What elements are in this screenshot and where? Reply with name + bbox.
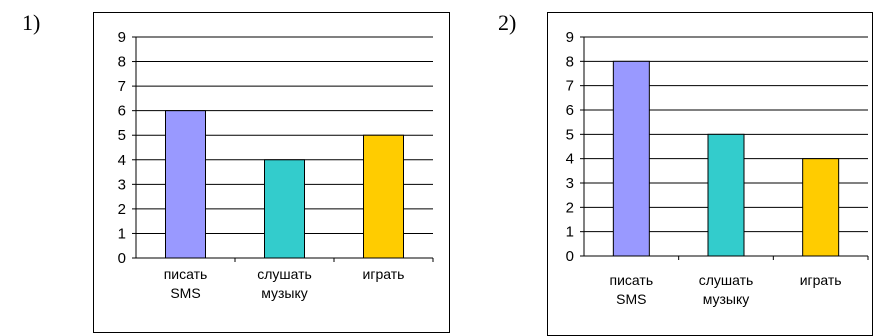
y-tick-label-8: 8 bbox=[566, 53, 574, 70]
category-label-2-line-1: слушать bbox=[257, 266, 312, 282]
y-tick-label-2: 2 bbox=[118, 201, 126, 218]
y-tick-label-3: 3 bbox=[566, 175, 574, 192]
y-tick-label-6: 6 bbox=[566, 102, 574, 119]
category-label-3-line-1: играть bbox=[363, 266, 405, 282]
panel-label-2: 2) bbox=[498, 10, 517, 35]
y-tick-label-8: 8 bbox=[118, 54, 126, 71]
bar-3 bbox=[802, 158, 840, 257]
y-tick-label-9: 9 bbox=[118, 29, 126, 46]
category-label-2-line-2: музыку bbox=[261, 285, 308, 301]
bar-2 bbox=[264, 159, 305, 259]
bar-1 bbox=[612, 60, 650, 257]
category-label-1-line-2: SMS bbox=[616, 291, 646, 307]
bar-2 bbox=[707, 133, 745, 257]
y-tick-label-1: 1 bbox=[566, 224, 574, 241]
category-label-1-line-1: писать bbox=[164, 266, 208, 282]
y-tick-label-5: 5 bbox=[118, 127, 126, 144]
y-tick-label-0: 0 bbox=[118, 250, 126, 267]
panel-label-1: 1) bbox=[22, 10, 41, 35]
y-tick-label-3: 3 bbox=[118, 176, 126, 193]
y-tick-label-7: 7 bbox=[118, 78, 126, 95]
bar-1 bbox=[165, 110, 206, 259]
y-tick-label-6: 6 bbox=[118, 103, 126, 120]
y-tick-label-0: 0 bbox=[566, 248, 574, 265]
category-label-1-line-1: писать bbox=[610, 272, 654, 288]
y-tick-label-9: 9 bbox=[566, 29, 574, 46]
category-label-1-line-2: SMS bbox=[170, 285, 200, 301]
y-tick-label-5: 5 bbox=[566, 126, 574, 143]
y-tick-label-4: 4 bbox=[118, 152, 126, 169]
y-tick-label-7: 7 bbox=[566, 78, 574, 95]
bar-3 bbox=[363, 134, 404, 259]
category-label-2-line-2: музыку bbox=[703, 291, 750, 307]
y-tick-label-2: 2 bbox=[566, 199, 574, 216]
category-label-2-line-1: слушать bbox=[699, 272, 754, 288]
y-tick-label-1: 1 bbox=[118, 225, 126, 242]
y-tick-label-4: 4 bbox=[566, 151, 574, 168]
category-label-3-line-1: играть bbox=[800, 272, 842, 288]
